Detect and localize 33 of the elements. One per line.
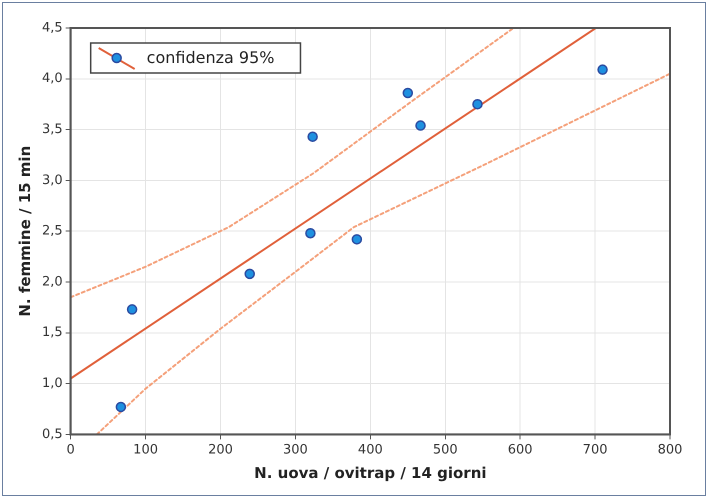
y-tick-label: 3,5 [42, 122, 63, 137]
point [244, 268, 255, 280]
y-tick-label: 4,5 [42, 20, 63, 36]
point [597, 64, 608, 75]
point [116, 402, 126, 412]
point [307, 131, 318, 142]
line-series [70, 28, 514, 298]
point [415, 120, 426, 131]
point [352, 234, 362, 245]
x-axis-title: N. uova / ovitrap / 14 giorni [254, 464, 487, 482]
point [305, 228, 316, 238]
x-tick-label: 400 [358, 442, 383, 458]
point [402, 88, 414, 98]
legend-label: confidenza 95% [146, 48, 274, 68]
y-tick-label: 2,0 [42, 274, 63, 290]
point [472, 98, 483, 110]
x-tick-label: 0 [66, 442, 75, 458]
y-tick-label: 1,0 [42, 376, 63, 391]
line-series [96, 72, 670, 434]
y-tick-label: 2,5 [42, 224, 63, 239]
x-tick-label: 800 [658, 442, 682, 458]
x-tick-label: 500 [432, 442, 458, 458]
point [126, 304, 138, 315]
x-tick-label: 200 [208, 442, 233, 458]
x-tick-label: 600 [508, 442, 533, 458]
x-tick-label: 100 [133, 442, 158, 458]
x-tick-label: 300 [283, 442, 308, 458]
x-tick-label: 700 [582, 442, 608, 458]
y-tick-label: 3,0 [42, 172, 63, 188]
y-tick-label: 1,5 [42, 325, 63, 340]
y-axis-title: N. femmine / 15 min [16, 146, 34, 317]
y-tick-label: 0,5 [42, 426, 63, 442]
y-tick-label: 4,0 [42, 71, 63, 86]
